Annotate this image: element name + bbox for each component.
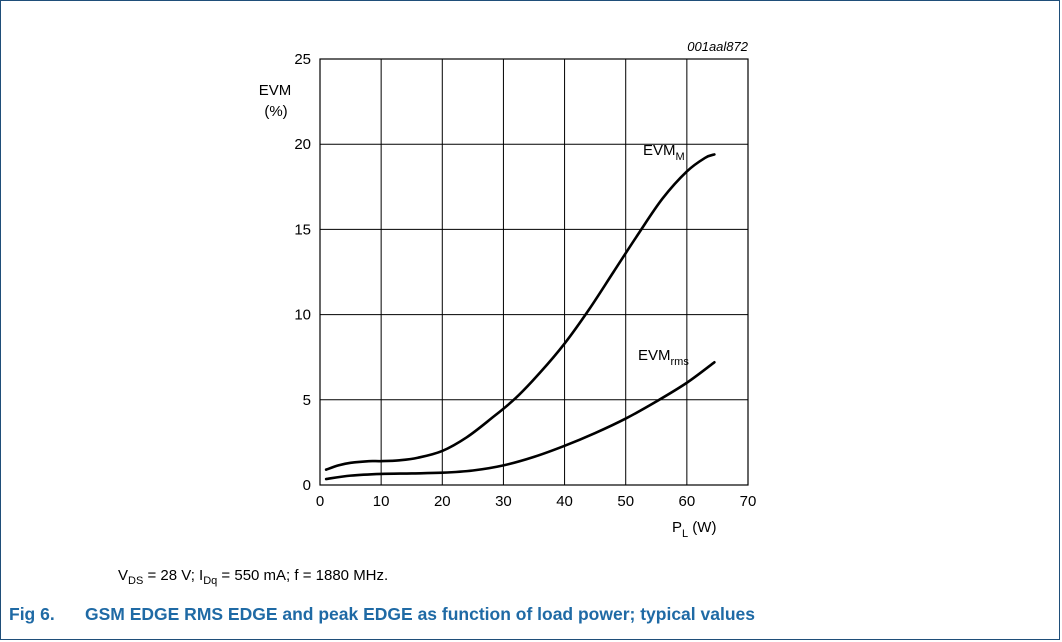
series-label-evmm: EVMM: [643, 142, 685, 163]
test-conditions: VDS = 28 V; IDq = 550 mA; f = 1880 MHz.: [118, 567, 389, 587]
series-line-evmrms: [324, 361, 716, 481]
curves: [324, 153, 716, 481]
y-tick-label: 15: [294, 221, 311, 238]
series-line-evmm: [324, 153, 716, 471]
chart: 0 10 20 30 40 50 60 70 0 5 10 15 20 25 001aal872 EVM…: [259, 39, 757, 540]
x-tick-label: 40: [556, 493, 573, 510]
x-axis-label: PL (W): [672, 519, 716, 540]
series-label-evmrms: EVMrms: [638, 347, 689, 368]
x-tick-label: 10: [373, 493, 390, 510]
y-tick-label: 20: [294, 136, 311, 153]
x-tick-label: 30: [495, 493, 512, 510]
x-tick-label: 60: [679, 493, 696, 510]
figure-number: Fig 6.: [9, 604, 55, 624]
y-tick-labels: 0 5 10 15 20 25: [294, 51, 311, 494]
plot-border: [319, 58, 749, 486]
y-axis-label-line2: (%): [264, 103, 287, 120]
y-tick-label: 25: [294, 51, 311, 68]
y-tick-label: 10: [294, 307, 311, 324]
y-tick-label: 5: [303, 392, 311, 409]
x-tick-labels: 0 10 20 30 40 50 60 70: [316, 493, 757, 510]
x-tick-label: 0: [316, 493, 324, 510]
figure-id: 001aal872: [687, 39, 748, 54]
y-axis-label-line1: EVM: [259, 82, 292, 99]
grid: [320, 59, 748, 485]
figure-caption: Fig 6. GSM EDGE RMS EDGE and peak EDGE as…: [9, 604, 755, 625]
x-tick-label: 20: [434, 493, 451, 510]
x-tick-label: 50: [617, 493, 634, 510]
y-tick-label: 0: [303, 477, 311, 494]
x-tick-label: 70: [740, 493, 757, 510]
figure-title: GSM EDGE RMS EDGE and peak EDGE as funct…: [85, 604, 755, 624]
